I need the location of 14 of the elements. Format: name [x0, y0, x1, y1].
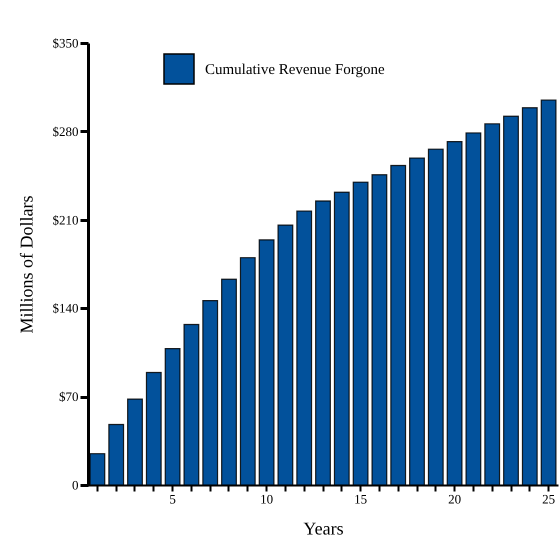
y-axis-title: Millions of Dollars	[16, 196, 36, 334]
y-tick-label: 0	[72, 478, 78, 492]
x-tick-label: 15	[354, 492, 368, 506]
y-tick-label: $280	[52, 124, 78, 139]
y-tick-label: $70	[59, 389, 78, 404]
y-tick-label: $140	[52, 300, 78, 316]
x-axis-title: Years	[303, 518, 344, 538]
y-tick-label: $210	[52, 212, 78, 228]
y-tick-label: $350	[52, 36, 78, 50]
x-tick-label: 10	[260, 492, 274, 506]
x-tick-label: 20	[448, 492, 462, 506]
x-tick-label: 25	[542, 492, 556, 506]
legend-label: Cumulative Revenue Forgone	[205, 62, 386, 78]
x-tick-label: 5	[169, 492, 176, 506]
